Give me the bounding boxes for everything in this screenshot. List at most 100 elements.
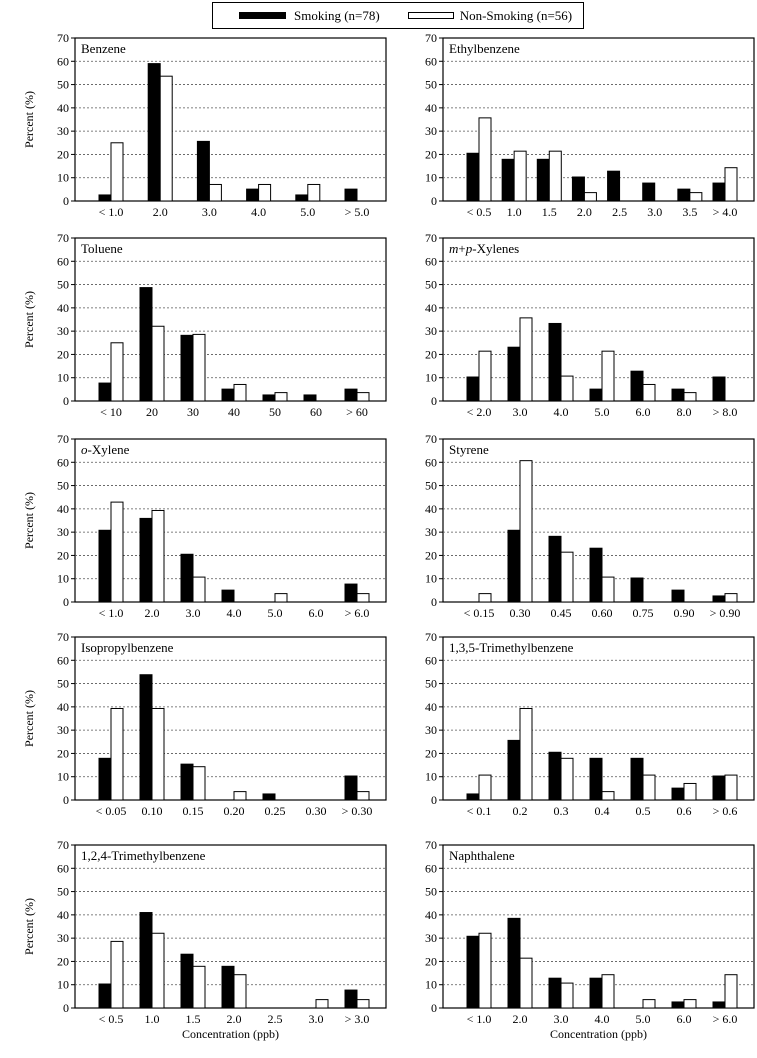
- bar-smoking: [507, 917, 521, 1009]
- y-tick-label: 40: [57, 502, 69, 516]
- x-tick-label: 30: [187, 405, 199, 419]
- bar-smoking: [344, 989, 358, 1009]
- bar-smoking: [671, 787, 685, 801]
- bar-nonsmoking: [208, 183, 222, 202]
- y-tick-label: 30: [57, 124, 69, 138]
- legend-label-smoking: Smoking (n=78): [294, 7, 380, 23]
- panel-title: o-Xylene: [81, 442, 130, 457]
- bar-nonsmoking: [233, 974, 247, 1009]
- y-tick-label: 70: [425, 31, 437, 45]
- x-tick-label: 4.0: [554, 405, 569, 419]
- bar-nonsmoking: [356, 392, 370, 402]
- x-tick-label: > 60: [346, 405, 368, 419]
- y-tick-label: 0: [431, 394, 437, 408]
- x-tick-label: > 0.6: [713, 804, 738, 818]
- x-tick-label: > 6.0: [713, 1012, 738, 1026]
- y-tick-label: 40: [425, 908, 437, 922]
- panel-title-part: +: [458, 241, 465, 256]
- bar-smoking: [344, 775, 358, 801]
- x-tick-label: 2.0: [153, 205, 168, 219]
- bar-smoking: [712, 595, 726, 603]
- bar-nonsmoking: [192, 333, 206, 402]
- y-tick-label: 20: [57, 746, 69, 760]
- bar-nonsmoking: [601, 350, 615, 402]
- bar-nonsmoking: [642, 999, 656, 1009]
- panel-title-part: -Xylenes: [472, 241, 519, 256]
- y-tick-label: 60: [425, 254, 437, 268]
- bar-nonsmoking: [683, 392, 697, 402]
- plot-frame: [74, 37, 387, 202]
- x-tick-label: < 0.05: [96, 804, 127, 818]
- x-tick-label: > 0.90: [710, 606, 741, 620]
- bar-smoking: [589, 388, 603, 402]
- bar-smoking: [536, 158, 550, 202]
- bar-nonsmoking: [642, 383, 656, 402]
- y-tick-label: 70: [425, 432, 437, 446]
- y-tick-label: 30: [425, 124, 437, 138]
- y-tick-label: 10: [57, 770, 69, 784]
- y-tick-label: 20: [425, 954, 437, 968]
- x-axis-label: Concentration (ppb): [182, 1027, 279, 1041]
- x-tick-label: 1.0: [507, 205, 522, 219]
- bar-nonsmoking: [110, 142, 124, 202]
- x-tick-label: 20: [146, 405, 158, 419]
- bar-nonsmoking: [724, 774, 738, 801]
- y-tick-label: 10: [425, 978, 437, 992]
- panel-toluene: 0 10 20 30 40 50 60 70 Percent (%) Toluene < 10 20 3…: [22, 231, 387, 419]
- x-tick-label: 4.0: [595, 1012, 610, 1026]
- y-tick-label: 50: [425, 278, 437, 292]
- x-tick-label: 2.0: [227, 1012, 242, 1026]
- legend-swatch-nonsmoking: [407, 12, 454, 19]
- x-tick-label: 0.4: [595, 804, 610, 818]
- x-tick-label: 3.0: [513, 405, 528, 419]
- y-tick-label: 30: [57, 723, 69, 737]
- bar-smoking: [466, 935, 480, 1009]
- x-tick-label: < 0.5: [467, 205, 492, 219]
- panel-title: 1,2,4-Trimethylbenzene: [81, 848, 206, 863]
- y-tick-label: 50: [57, 278, 69, 292]
- y-tick-label: 60: [425, 54, 437, 68]
- bar-smoking: [548, 322, 562, 402]
- bar-nonsmoking: [478, 117, 492, 202]
- x-tick-label: 0.60: [592, 606, 613, 620]
- bar-nonsmoking: [274, 392, 288, 402]
- panel-title: Isopropylbenzene: [81, 640, 174, 655]
- bar-smoking: [196, 140, 210, 202]
- panel-naphthalene: 0 10 20 30 40 50 60 70 Naphthalene < 1.0 2.0 3.0 4.0…: [425, 838, 755, 1041]
- bar-smoking: [98, 529, 112, 603]
- y-tick-label: 20: [57, 347, 69, 361]
- plot-frame: [74, 636, 387, 801]
- x-tick-label: < 0.5: [99, 1012, 124, 1026]
- x-tick-label: 4.0: [227, 606, 242, 620]
- y-tick-label: 70: [57, 630, 69, 644]
- bar-nonsmoking: [560, 375, 574, 402]
- bar-smoking: [98, 382, 112, 402]
- legend: Smoking (n=78) Non-Smoking (n=56): [212, 2, 584, 29]
- bar-smoking: [712, 775, 726, 801]
- bar-smoking: [507, 346, 521, 402]
- bar-smoking: [221, 965, 235, 1009]
- y-tick-label: 30: [57, 324, 69, 338]
- x-tick-label: < 1.0: [467, 1012, 492, 1026]
- x-tick-label: 1.0: [145, 1012, 160, 1026]
- x-tick-label: < 0.1: [467, 804, 492, 818]
- bar-smoking: [139, 674, 153, 801]
- bar-nonsmoking: [192, 576, 206, 603]
- y-tick-label: 10: [425, 770, 437, 784]
- bar-nonsmoking: [519, 460, 533, 603]
- x-tick-label: > 5.0: [345, 205, 370, 219]
- bar-smoking: [180, 763, 194, 801]
- plot-frame: [442, 37, 755, 202]
- x-tick-label: 0.20: [224, 804, 245, 818]
- bar-nonsmoking: [513, 150, 527, 202]
- y-tick-label: 50: [425, 677, 437, 691]
- x-tick-label: 0.2: [513, 804, 528, 818]
- bar-smoking: [221, 589, 235, 603]
- bar-smoking: [589, 547, 603, 603]
- bar-nonsmoking: [601, 791, 615, 801]
- bar-smoking: [180, 334, 194, 402]
- bar-nonsmoking: [110, 342, 124, 402]
- y-tick-label: 50: [57, 885, 69, 899]
- x-tick-label: 0.6: [677, 804, 692, 818]
- legend-item-nonsmoking: Non-Smoking (n=56): [380, 8, 572, 24]
